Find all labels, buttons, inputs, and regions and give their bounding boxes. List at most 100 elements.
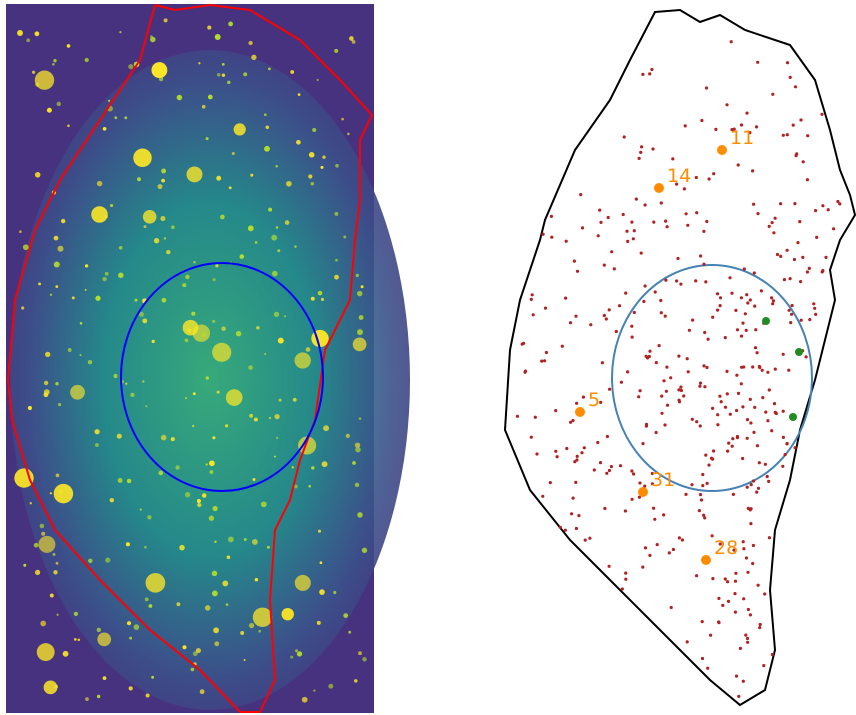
spot xyxy=(631,336,634,339)
spot xyxy=(736,328,739,331)
spot xyxy=(662,513,665,516)
spot xyxy=(706,667,709,670)
spot xyxy=(701,657,704,660)
cell-glow xyxy=(10,50,410,710)
spot xyxy=(23,244,29,250)
spot xyxy=(767,480,770,483)
spot xyxy=(608,469,611,472)
spot xyxy=(700,498,703,501)
spot xyxy=(187,166,203,182)
spot xyxy=(166,250,170,254)
spot xyxy=(774,368,777,371)
spot xyxy=(358,651,362,655)
spot xyxy=(125,383,127,385)
spot xyxy=(624,578,627,581)
spot xyxy=(677,355,680,358)
spot xyxy=(695,420,698,423)
spot xyxy=(746,437,749,440)
spot xyxy=(57,102,61,106)
spot xyxy=(575,458,578,461)
spot xyxy=(268,67,271,70)
spot xyxy=(821,204,824,207)
spot xyxy=(164,237,166,239)
spot xyxy=(695,574,698,577)
spot xyxy=(311,297,315,301)
spot xyxy=(105,272,109,276)
spot xyxy=(343,236,346,239)
spot xyxy=(142,380,144,382)
spot xyxy=(357,291,363,297)
spot xyxy=(23,564,26,567)
spot xyxy=(105,558,110,563)
spot xyxy=(652,221,655,224)
spot xyxy=(119,31,121,33)
spot xyxy=(145,405,147,407)
spot xyxy=(35,172,41,178)
spot xyxy=(764,463,767,466)
spot xyxy=(290,656,293,659)
spot xyxy=(284,315,286,317)
spot xyxy=(222,73,225,76)
spot xyxy=(285,220,290,225)
spot xyxy=(532,313,535,316)
spot xyxy=(550,215,553,218)
spot xyxy=(806,178,809,181)
spot xyxy=(362,548,367,553)
spot xyxy=(784,453,787,456)
spot xyxy=(35,570,40,575)
spot xyxy=(639,151,642,154)
spot xyxy=(724,406,727,409)
spot xyxy=(789,76,792,79)
spot xyxy=(126,542,130,546)
spot xyxy=(214,541,216,543)
spot xyxy=(702,230,705,233)
spot xyxy=(799,280,802,283)
spot xyxy=(209,470,213,474)
spot xyxy=(793,258,796,261)
spot xyxy=(296,140,301,145)
spot xyxy=(776,253,779,256)
spot xyxy=(212,320,215,323)
spot xyxy=(783,278,786,281)
spot xyxy=(740,335,743,338)
spot xyxy=(335,164,339,168)
spot xyxy=(645,425,648,428)
spot xyxy=(670,606,673,609)
spot xyxy=(789,277,792,280)
spot xyxy=(206,376,209,379)
spot xyxy=(193,261,195,263)
spot xyxy=(798,220,801,223)
spot xyxy=(95,443,99,447)
spot xyxy=(176,602,180,606)
spot xyxy=(607,216,610,219)
spot xyxy=(714,128,717,131)
spot xyxy=(161,179,165,183)
spot xyxy=(743,267,746,270)
spot xyxy=(791,304,794,307)
spot xyxy=(666,225,669,228)
spot xyxy=(212,436,215,439)
spot xyxy=(836,200,839,203)
spot xyxy=(610,465,613,468)
spot xyxy=(792,124,795,127)
spot xyxy=(171,225,175,229)
spot xyxy=(554,450,557,453)
microscopy-panel xyxy=(6,4,410,713)
spot xyxy=(227,81,231,85)
spot xyxy=(56,614,58,616)
spot xyxy=(790,313,793,316)
spot xyxy=(85,289,87,291)
spot xyxy=(601,361,604,364)
spot xyxy=(334,275,339,280)
spot xyxy=(85,58,89,62)
spot xyxy=(665,366,668,369)
spot xyxy=(751,169,754,172)
green-cluster xyxy=(789,413,797,421)
spot xyxy=(731,437,734,440)
spot xyxy=(677,388,680,391)
spot xyxy=(272,271,278,277)
spot xyxy=(575,402,578,405)
cluster-label: 31 xyxy=(651,469,675,491)
spot xyxy=(734,309,737,312)
spot xyxy=(582,396,585,399)
